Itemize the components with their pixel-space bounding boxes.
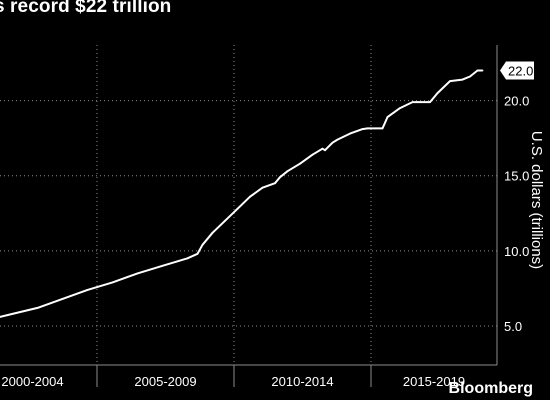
y-tick-label: 10.0 [504, 244, 529, 259]
data-point [374, 127, 376, 130]
data-point [36, 307, 39, 309]
x-tick-label: 2000-2004 [1, 374, 63, 389]
data-point [201, 243, 204, 246]
axis-layer [0, 45, 498, 387]
label-layer: 5.0 10.0 15.0 20.0 2000-2004 2005-2009 2010-20… [1, 61, 545, 389]
data-point [386, 116, 389, 118]
data-point [279, 176, 281, 179]
data-point [211, 231, 214, 234]
data-point [311, 153, 314, 156]
y-axis-title: U.S. dollars (trillions) [528, 131, 545, 269]
data-point [461, 78, 464, 81]
data-point [86, 289, 89, 291]
data-point [196, 252, 199, 255]
data-point [236, 207, 239, 210]
data-point [136, 272, 139, 275]
debt-series-line [0, 69, 483, 318]
data-point [481, 69, 484, 72]
data-point [336, 138, 339, 141]
data-point [469, 75, 471, 78]
line-layer [0, 69, 484, 318]
data-point [411, 101, 414, 103]
end-value-label: 22.0 [508, 64, 533, 79]
data-point [429, 101, 431, 103]
data-point [249, 195, 251, 198]
data-point [111, 281, 114, 284]
data-point [299, 162, 301, 165]
data-point [416, 101, 419, 103]
data-point [436, 92, 439, 94]
x-tick-label: 2010-2014 [271, 374, 333, 389]
y-tick-label: 20.0 [504, 94, 529, 109]
data-point [366, 127, 369, 130]
data-point [224, 219, 226, 222]
y-tick-label: 15.0 [504, 169, 529, 184]
grid-layer [0, 45, 497, 365]
data-point [476, 69, 479, 72]
data-point [274, 182, 276, 185]
data-point [0, 316, 1, 318]
data-point [449, 80, 451, 82]
data-point [11, 313, 14, 315]
data-point [381, 127, 384, 130]
end-value-tag [500, 61, 534, 80]
data-point [321, 147, 324, 150]
data-point [324, 149, 326, 152]
data-point [261, 186, 264, 189]
x-tick-label: 2005-2009 [134, 374, 196, 389]
data-point [61, 298, 64, 300]
chart-title: s record $22 trillion [0, 0, 172, 17]
data-point [349, 132, 351, 135]
data-point [331, 141, 334, 144]
data-point [361, 128, 364, 131]
y-tick-label: 5.0 [504, 319, 522, 334]
bloomberg-logo: Bloomberg [448, 380, 533, 397]
data-point [161, 264, 164, 267]
data-point [399, 107, 401, 109]
data-point [206, 237, 209, 240]
data-point [186, 257, 189, 260]
x-tick-label: 2015-2019 [403, 374, 465, 389]
data-point [286, 170, 289, 173]
